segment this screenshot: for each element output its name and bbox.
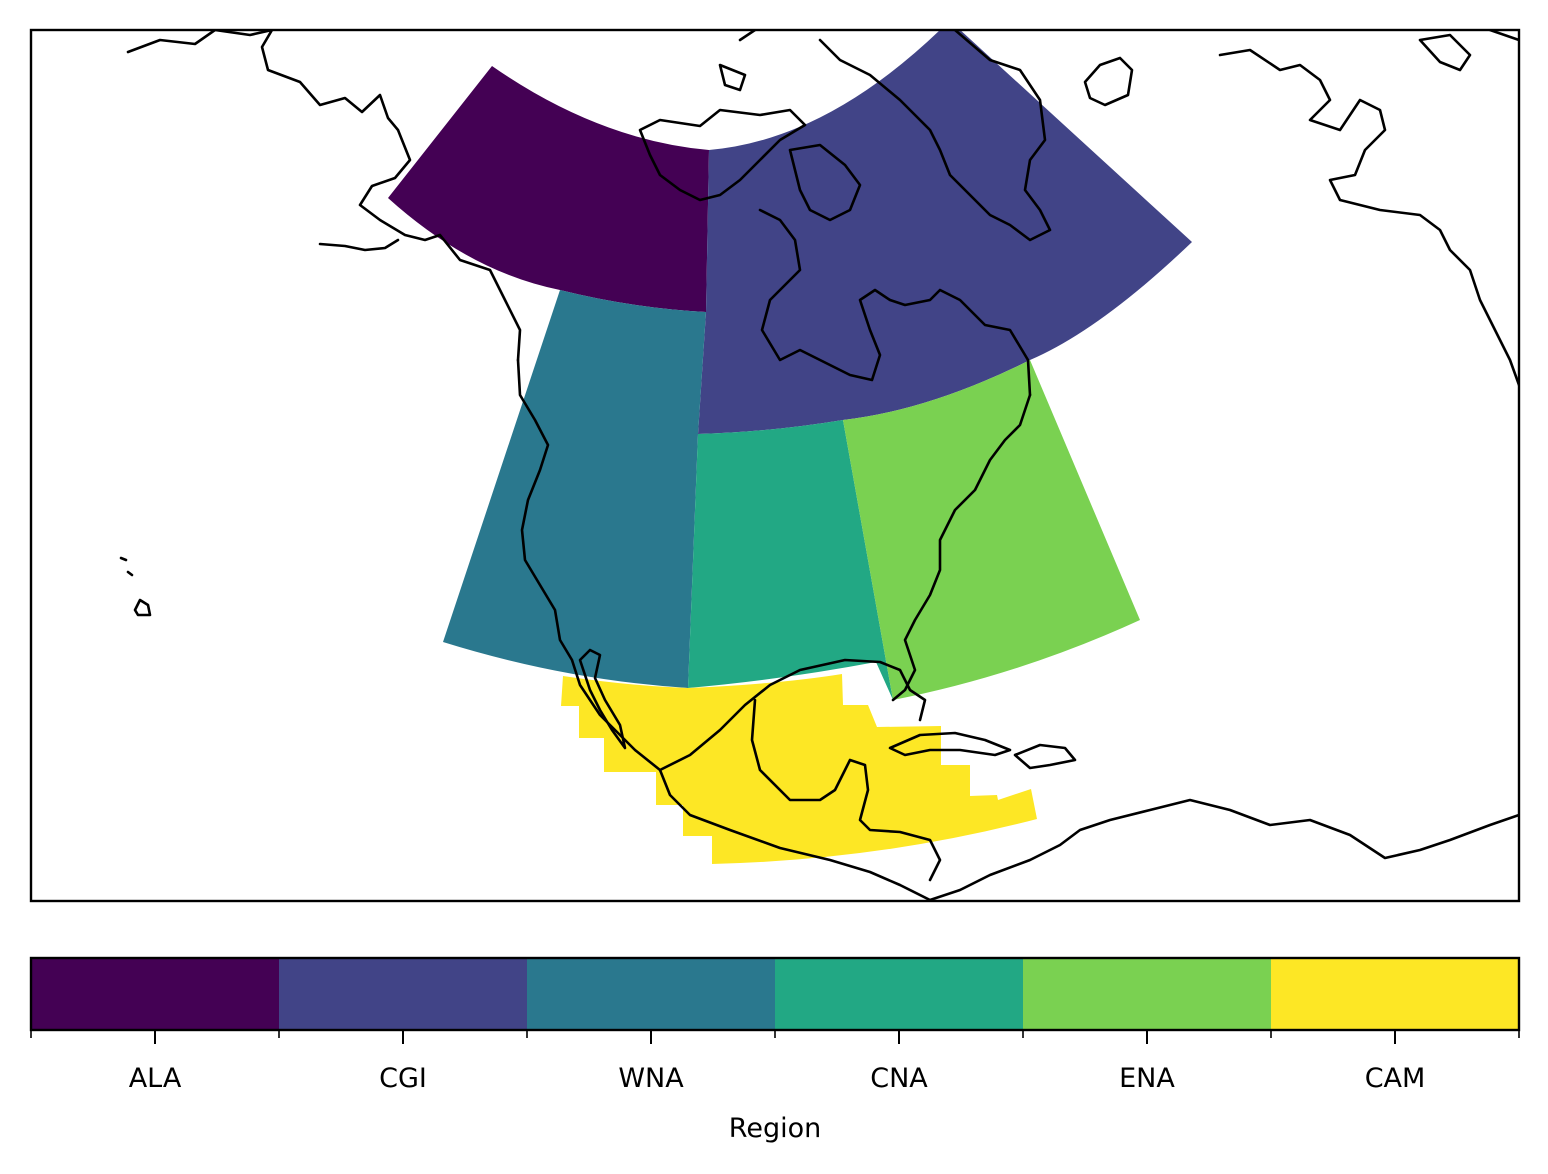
map-frame (29, 28, 1521, 903)
region-cam (561, 674, 1037, 864)
coastline-arctic-islands (638, 30, 862, 222)
colorbar-title: Region (729, 1113, 821, 1144)
region-ala (388, 66, 709, 312)
region-wna (443, 290, 706, 688)
colorbar-ticks (30, 1030, 1520, 1044)
colorbar-swatch-cgi (279, 958, 528, 1030)
colorbar-swatch-cam (1271, 958, 1520, 1030)
map-panel (31, 30, 1519, 901)
colorbar-tick-label-ala: ALA (129, 1063, 182, 1094)
colorbar-swatch-cna (775, 958, 1024, 1030)
coastline-florida (891, 393, 1032, 702)
coastline-greenland (818, 30, 1052, 242)
colorbar-swatch-wna (527, 958, 776, 1030)
coastline-iceland (1083, 56, 1134, 107)
coastline-canada-east (758, 208, 1032, 397)
coastline-south-america (928, 798, 1519, 901)
region-cgi (698, 30, 1192, 434)
colorbar-tick-label-ena: ENA (1119, 1063, 1175, 1094)
coastline-pacific (516, 358, 932, 901)
colorbar-swatch-ala (31, 958, 280, 1030)
coastlines (119, 30, 1519, 901)
colorbar-tick-label-cna: CNA (870, 1063, 928, 1094)
coastline-hispaniola (1013, 743, 1077, 770)
colorbar-tick-labels: ALA CGI WNA CNA ENA CAM (129, 1063, 1426, 1094)
coastline-alaska (126, 30, 522, 362)
coastline-cuba (888, 731, 1012, 757)
colorbar-tick-label-wna: WNA (618, 1063, 684, 1094)
colorbar-tick-label-cgi: CGI (379, 1063, 427, 1094)
coastline-gulf-of-mexico (658, 658, 942, 882)
colorbar-segments (31, 958, 1520, 1030)
colorbar-swatch-ena (1023, 958, 1272, 1030)
coastline-hawaii (119, 556, 152, 617)
coastline-baja (578, 648, 627, 750)
colorbar: ALA CGI WNA CNA ENA CAM Region (29, 956, 1521, 1144)
coastline-aleutians (318, 238, 400, 252)
region-cna (688, 420, 893, 700)
coastline-europe (1218, 30, 1519, 387)
colorbar-tick-label-cam: CAM (1365, 1063, 1426, 1094)
